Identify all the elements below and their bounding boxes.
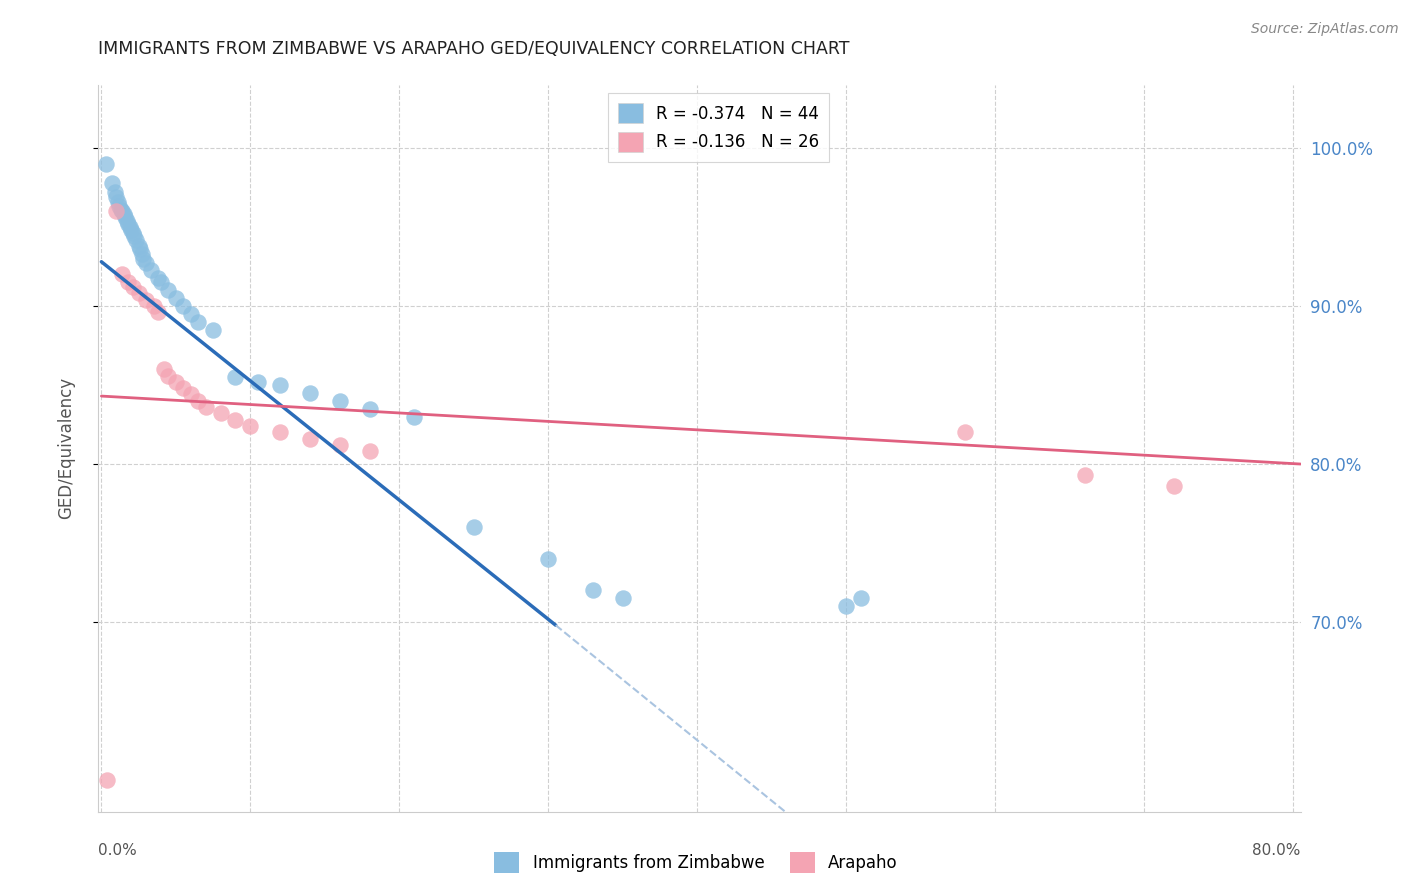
Point xyxy=(269,378,291,392)
Y-axis label: GED/Equivalency: GED/Equivalency xyxy=(56,377,75,519)
Point xyxy=(101,176,124,190)
Point xyxy=(187,393,209,408)
Legend: R = -0.374   N = 44, R = -0.136   N = 26: R = -0.374 N = 44, R = -0.136 N = 26 xyxy=(607,93,830,162)
Point xyxy=(180,307,202,321)
Point xyxy=(239,419,262,434)
Point xyxy=(194,400,217,414)
Point xyxy=(463,520,485,534)
Point xyxy=(115,213,138,227)
Point xyxy=(329,393,352,408)
Point xyxy=(146,270,169,285)
Point xyxy=(955,425,977,440)
Text: IMMIGRANTS FROM ZIMBABWE VS ARAPAHO GED/EQUIVALENCY CORRELATION CHART: IMMIGRANTS FROM ZIMBABWE VS ARAPAHO GED/… xyxy=(98,40,849,58)
Point xyxy=(298,432,321,446)
Point xyxy=(187,315,209,329)
Point xyxy=(835,599,858,614)
Point xyxy=(112,207,135,221)
Point xyxy=(135,256,157,270)
Point xyxy=(157,368,180,383)
Point xyxy=(104,185,127,199)
Point xyxy=(121,280,143,294)
Text: 80.0%: 80.0% xyxy=(1253,843,1301,858)
Text: Source: ZipAtlas.com: Source: ZipAtlas.com xyxy=(1251,22,1399,37)
Point xyxy=(153,362,176,376)
Legend: Immigrants from Zimbabwe, Arapaho: Immigrants from Zimbabwe, Arapaho xyxy=(488,846,904,880)
Point xyxy=(172,381,194,395)
Text: 0.0%: 0.0% xyxy=(98,843,138,858)
Point xyxy=(121,227,143,241)
Point xyxy=(107,194,129,209)
Point xyxy=(122,229,145,244)
Point xyxy=(1163,479,1185,493)
Point xyxy=(128,286,150,301)
Point xyxy=(224,413,246,427)
Point xyxy=(329,438,352,452)
Point xyxy=(404,409,426,424)
Point xyxy=(139,262,162,277)
Point xyxy=(111,268,134,282)
Point xyxy=(359,444,381,458)
Point xyxy=(135,293,157,307)
Point xyxy=(128,239,150,253)
Point xyxy=(129,242,152,256)
Point xyxy=(146,305,169,319)
Point xyxy=(165,291,187,305)
Point xyxy=(132,252,155,266)
Point xyxy=(117,275,139,289)
Point xyxy=(209,407,232,421)
Point xyxy=(537,552,560,566)
Point xyxy=(149,275,172,289)
Point xyxy=(157,283,180,297)
Point xyxy=(110,202,132,217)
Point xyxy=(142,299,165,313)
Point xyxy=(117,217,139,231)
Point xyxy=(582,583,605,598)
Point xyxy=(124,233,146,247)
Point xyxy=(114,211,136,225)
Point xyxy=(359,401,381,416)
Point xyxy=(849,591,872,606)
Point xyxy=(1073,468,1095,483)
Point xyxy=(105,190,128,204)
Point xyxy=(224,370,246,384)
Point xyxy=(269,425,291,440)
Point xyxy=(172,299,194,313)
Point xyxy=(246,375,269,389)
Point xyxy=(120,223,142,237)
Point xyxy=(96,773,118,788)
Point xyxy=(105,204,128,219)
Point xyxy=(111,204,134,219)
Point xyxy=(108,199,131,213)
Point xyxy=(131,247,153,261)
Point xyxy=(94,157,117,171)
Point xyxy=(180,387,202,401)
Point xyxy=(165,375,187,389)
Point xyxy=(118,219,141,234)
Point xyxy=(298,385,321,400)
Point xyxy=(202,323,225,337)
Point xyxy=(612,591,634,606)
